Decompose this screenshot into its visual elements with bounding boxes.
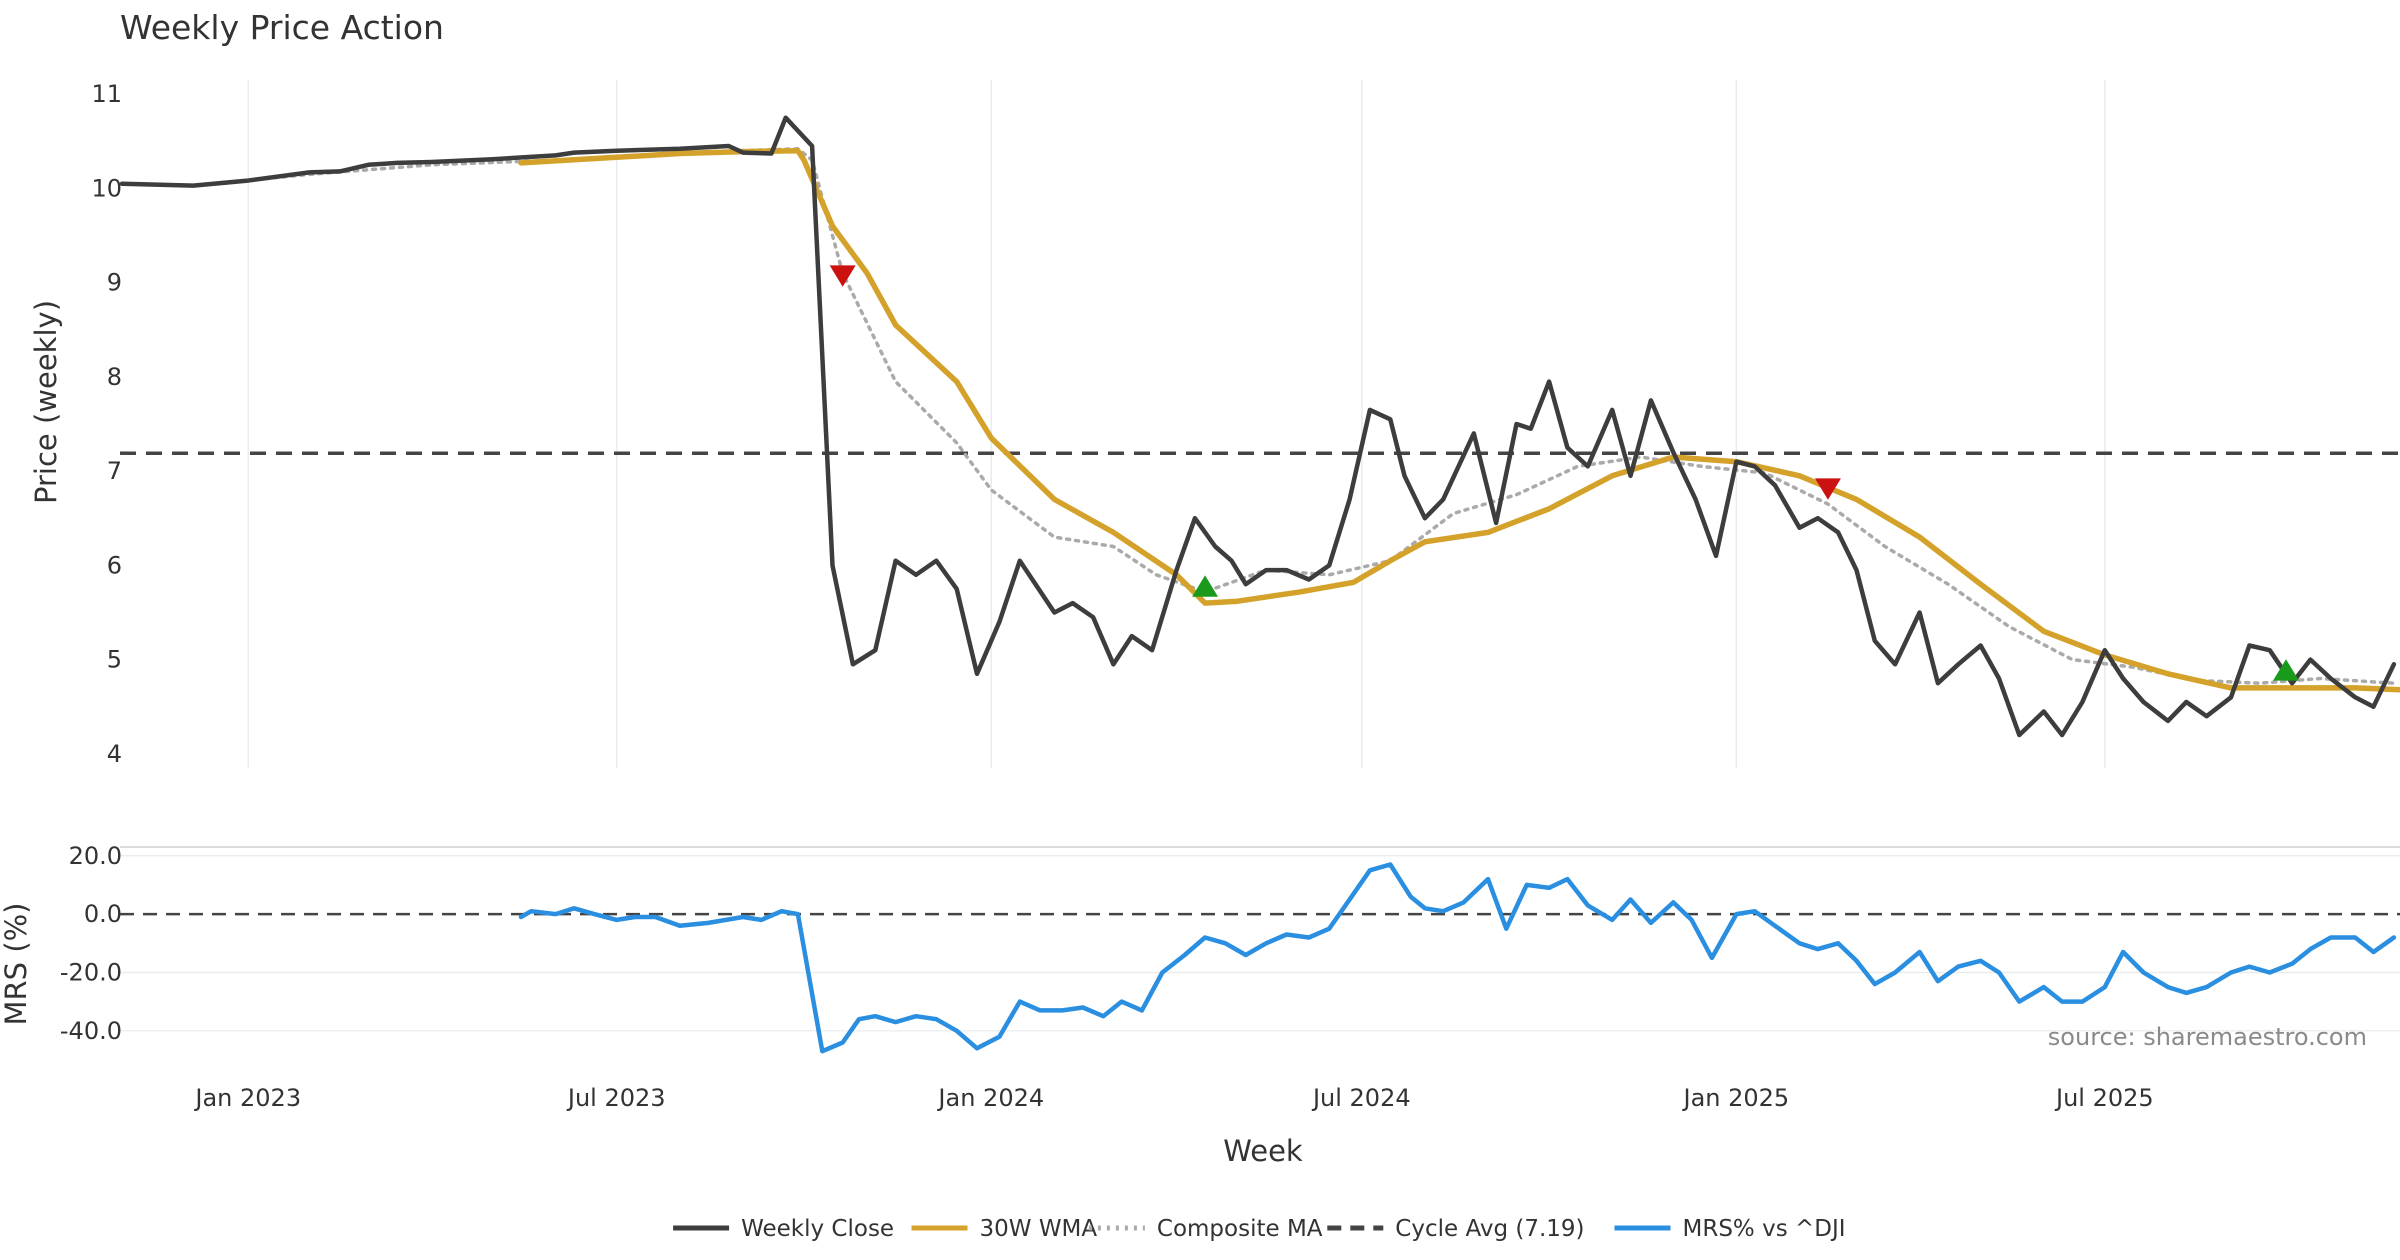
mrs-y-tick-label: 20.0 [69,842,122,870]
chart-title: Weekly Price Action [120,8,444,47]
price-panel: 4 5 6 7 8 9 10 11 Price (weekly) [29,80,2400,768]
x-tick-label: Jul 2023 [566,1084,666,1112]
price-y-tick-label: 10 [91,174,122,202]
x-tick-label: Jan 2025 [1682,1084,1790,1112]
legend-label: 30W WMA [980,1216,1098,1242]
series-mrs-vs-dji [518,862,2397,1054]
price-y-tick-label: 6 [107,551,122,579]
price-y-tick-label: 9 [107,269,122,297]
series-30w-wma [518,147,2400,693]
price-y-tick-label: 11 [91,80,122,108]
sell-signal-marker [829,265,856,287]
mrs-y-tick-label: -40.0 [60,1017,122,1045]
mrs-panel: 20.0 0.0 -20.0 -40.0 MRS (%) source: sharem… [0,842,2400,1054]
mrs-series [518,862,2397,1054]
signal-markers [829,265,2299,681]
legend-label: Weekly Close [741,1216,894,1242]
price-y-tick-label: 7 [107,457,122,485]
mrs-grid [120,846,2400,1032]
price-series [119,115,2400,738]
mrs-y-ticks: 20.0 0.0 -20.0 -40.0 [60,842,122,1045]
x-axis-ticks: Jan 2023 Jul 2023 Jan 2024 Jul 2024 Jan 2025… [193,1084,2153,1112]
buy-signal-marker [1192,575,1219,597]
series-composite-ma [191,147,2396,685]
x-tick-label: Jul 2024 [1311,1084,1411,1112]
price-y-axis-label: Price (weekly) [29,300,63,504]
legend: Weekly Close 30W WMA Composite MA Cycle Avg… [673,1216,1846,1242]
mrs-y-tick-label: -20.0 [60,958,122,986]
series-weekly-close [119,115,2397,738]
legend-label: Composite MA [1157,1216,1323,1242]
legend-label: MRS% vs ^DJI [1683,1216,1846,1242]
price-y-tick-label: 4 [107,740,122,768]
x-tick-label: Jan 2023 [193,1084,301,1112]
legend-label: Cycle Avg (7.19) [1395,1216,1584,1242]
price-y-tick-label: 5 [107,646,122,674]
mrs-y-axis-label: MRS (%) [0,903,33,1026]
x-axis-label: Week [1223,1134,1303,1168]
price-y-ticks: 4 5 6 7 8 9 10 11 [91,80,122,768]
source-attribution: source: sharemaestro.com [2048,1023,2367,1051]
x-tick-label: Jan 2024 [936,1084,1044,1112]
buy-signal-marker [2273,659,2299,681]
price-y-tick-label: 8 [107,363,122,391]
x-tick-label: Jul 2025 [2054,1084,2154,1112]
mrs-y-tick-label: 0.0 [84,900,122,928]
sell-signal-marker [1814,478,1841,500]
